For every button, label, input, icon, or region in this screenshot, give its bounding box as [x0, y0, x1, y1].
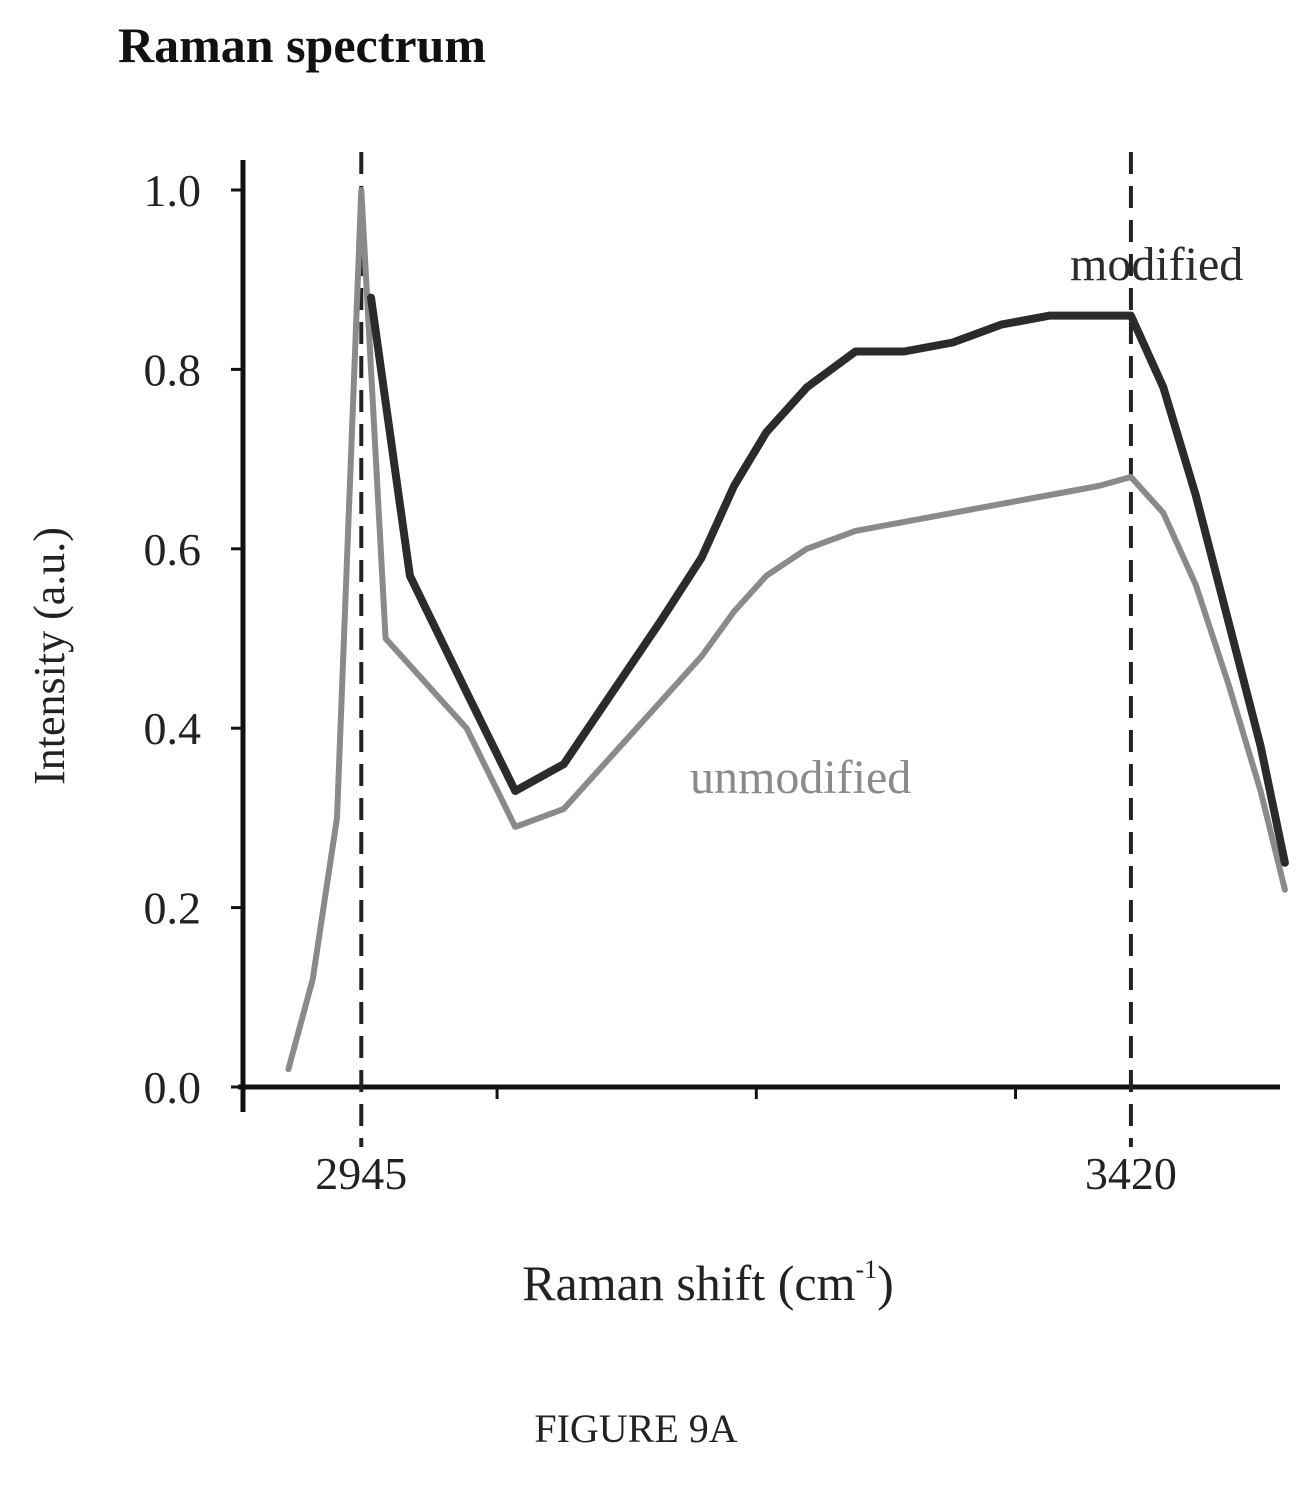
- series-line-unmodified: [285, 187, 1288, 1073]
- series-label-modified: modified: [1070, 238, 1243, 291]
- y-tick-label: 0.0: [144, 1062, 202, 1113]
- y-axis-label: Intensity (a.u.): [25, 527, 74, 785]
- y-tick-label: 0.2: [144, 883, 202, 934]
- y-tick-label: 0.8: [144, 344, 202, 395]
- series-line-modified: [367, 293, 1289, 867]
- y-tick-label: 1.0: [144, 165, 202, 216]
- x-axis-label-main: Raman shift (cm: [522, 1255, 855, 1311]
- y-tick-label: 0.6: [144, 524, 202, 575]
- x-axis-label: Raman shift (cm-1): [522, 1255, 894, 1311]
- x-tick-label: 2945: [315, 1148, 407, 1199]
- y-tick-label: 0.4: [144, 703, 202, 754]
- plot-area: 0.0 0.2 0.4 0.6 0.8 1.0 2945 3420 modified unmodi…: [144, 152, 1289, 1199]
- x-tick-label: 3420: [1085, 1148, 1177, 1199]
- x-axis-label-close: ): [877, 1255, 894, 1311]
- figure-caption: FIGURE 9A: [534, 1406, 737, 1451]
- series-label-unmodified: unmodified: [690, 751, 911, 804]
- x-axis-label-sup: -1: [855, 1255, 877, 1284]
- chart-title: Raman spectrum: [118, 17, 486, 73]
